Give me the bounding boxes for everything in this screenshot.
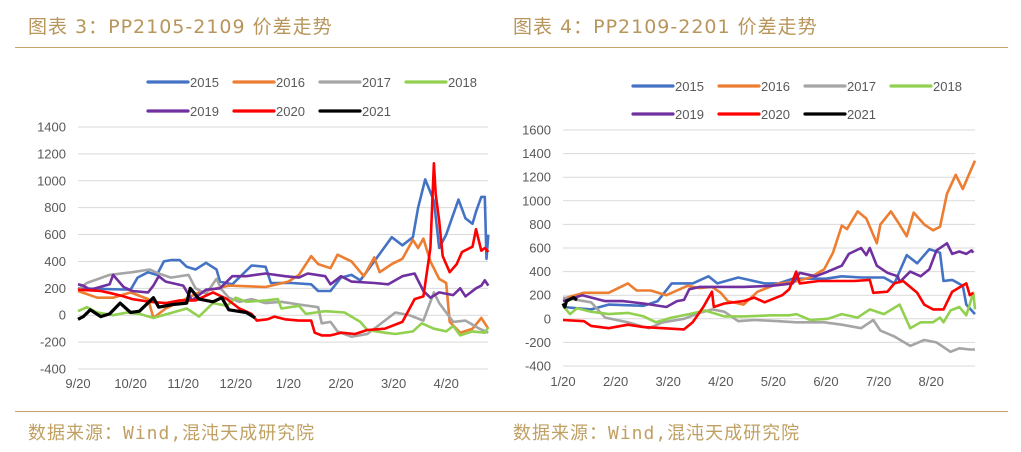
x-tick-label: 4/20 bbox=[708, 374, 733, 389]
y-tick-label: -200 bbox=[525, 335, 551, 350]
y-tick-label: 400 bbox=[529, 264, 551, 279]
x-tick-label: 5/20 bbox=[761, 374, 786, 389]
title-divider bbox=[510, 47, 1008, 48]
legend-label: 2020 bbox=[761, 107, 790, 122]
x-tick-label: 2/20 bbox=[328, 376, 353, 391]
y-tick-label: 1200 bbox=[37, 146, 66, 161]
legend-item-2019: 2019 bbox=[631, 107, 704, 122]
legend-label: 2017 bbox=[362, 75, 391, 90]
x-tick-label: 11/20 bbox=[167, 376, 199, 391]
legend-label: 2016 bbox=[276, 75, 305, 90]
y-tick-label: 400 bbox=[44, 254, 66, 269]
x-tick-label: 7/20 bbox=[866, 374, 891, 389]
series-line-2017 bbox=[562, 296, 975, 354]
source-note: 数据来源：Wind,混沌天成研究院 bbox=[28, 423, 316, 444]
legend-label: 2018 bbox=[448, 75, 477, 90]
y-tick-label: 600 bbox=[44, 227, 66, 242]
x-tick-label: 3/20 bbox=[381, 376, 406, 391]
series-line-2020 bbox=[562, 270, 975, 331]
x-tick-label: 10/20 bbox=[114, 376, 147, 391]
line-chart-1: -400 -200 0 200 400 600 800 1000 1200 1400 9/20 10/… bbox=[37, 75, 490, 391]
y-tick-label: 200 bbox=[44, 281, 66, 296]
x-tick-label: 6/20 bbox=[813, 374, 838, 389]
chart-title: 图表 3：PP2105-2109 价差走势 bbox=[28, 16, 333, 38]
series-line-2015 bbox=[562, 247, 976, 315]
y-tick-label: -400 bbox=[525, 359, 551, 374]
legend-item-2017: 2017 bbox=[803, 79, 876, 94]
series-line-2021 bbox=[77, 286, 256, 321]
y-tick-label: 1000 bbox=[37, 173, 66, 188]
x-tick-label: 4/20 bbox=[434, 376, 459, 391]
legend-label: 2021 bbox=[847, 107, 876, 122]
source-note: 数据来源：Wind,混沌天成研究院 bbox=[513, 423, 801, 444]
legend-label: 2019 bbox=[190, 104, 219, 119]
series-line-2015 bbox=[77, 178, 490, 293]
y-tick-label: 1400 bbox=[522, 146, 551, 161]
series-line-2018 bbox=[562, 291, 977, 330]
legend-item-2021: 2021 bbox=[803, 107, 876, 122]
x-tick-label: 1/20 bbox=[276, 376, 301, 391]
y-tick-label: 1600 bbox=[522, 123, 551, 138]
footer-divider bbox=[15, 411, 510, 412]
series-line-2019 bbox=[562, 242, 975, 309]
y-tick-label: -200 bbox=[40, 335, 66, 350]
series-line-2017 bbox=[77, 268, 489, 339]
x-tick-label: 1/20 bbox=[550, 374, 575, 389]
chart-title: 图表 4：PP2109-2201 价差走势 bbox=[513, 16, 818, 38]
series-line-2016 bbox=[562, 160, 977, 306]
y-tick-label: 0 bbox=[544, 311, 551, 326]
legend-item-2019: 2019 bbox=[146, 104, 219, 119]
legend-label: 2017 bbox=[847, 79, 876, 94]
legend-label: 2015 bbox=[675, 79, 704, 94]
y-tick-label: 800 bbox=[529, 217, 551, 232]
legend-item-2016: 2016 bbox=[717, 79, 790, 94]
x-tick-label: 9/20 bbox=[65, 376, 90, 391]
y-tick-label: 1400 bbox=[37, 120, 66, 135]
y-tick-label: 1000 bbox=[522, 193, 551, 208]
legend-item-2018: 2018 bbox=[404, 75, 477, 90]
legend-label: 2019 bbox=[675, 107, 704, 122]
x-tick-label: 2/20 bbox=[603, 374, 628, 389]
y-tick-label: 600 bbox=[529, 241, 551, 256]
legend-label: 2015 bbox=[190, 75, 219, 90]
legend-label: 2016 bbox=[761, 79, 790, 94]
legend-label: 2020 bbox=[276, 104, 305, 119]
series-line-2019 bbox=[77, 272, 490, 302]
title-divider bbox=[15, 47, 510, 48]
y-tick-label: 0 bbox=[59, 308, 66, 323]
legend-item-2020: 2020 bbox=[232, 104, 305, 119]
series-line-2018 bbox=[77, 296, 490, 337]
x-tick-label: 8/20 bbox=[919, 374, 944, 389]
y-tick-label: 1200 bbox=[522, 170, 551, 185]
x-tick-label: 12/20 bbox=[220, 376, 253, 391]
line-chart-2: -400 -200 0 200 400 600 800 1000 1200 1400 1600 1/2… bbox=[522, 79, 977, 389]
y-tick-label: 200 bbox=[529, 288, 551, 303]
legend-item-2015: 2015 bbox=[631, 79, 704, 94]
legend-label: 2021 bbox=[362, 104, 391, 119]
legend-item-2017: 2017 bbox=[318, 75, 391, 90]
series-line-2016 bbox=[77, 237, 490, 335]
series-line-2020 bbox=[77, 162, 490, 337]
y-tick-label: -400 bbox=[40, 362, 66, 377]
footer-divider bbox=[510, 411, 1008, 412]
legend-item-2018: 2018 bbox=[889, 79, 962, 94]
series-line-2021 bbox=[561, 296, 578, 309]
legend-label: 2018 bbox=[933, 79, 962, 94]
legend-item-2020: 2020 bbox=[717, 107, 790, 122]
x-tick-label: 3/20 bbox=[656, 374, 681, 389]
legend-item-2016: 2016 bbox=[232, 75, 305, 90]
legend-item-2015: 2015 bbox=[146, 75, 219, 90]
legend-item-2021: 2021 bbox=[318, 104, 391, 119]
y-tick-label: 800 bbox=[44, 200, 66, 215]
